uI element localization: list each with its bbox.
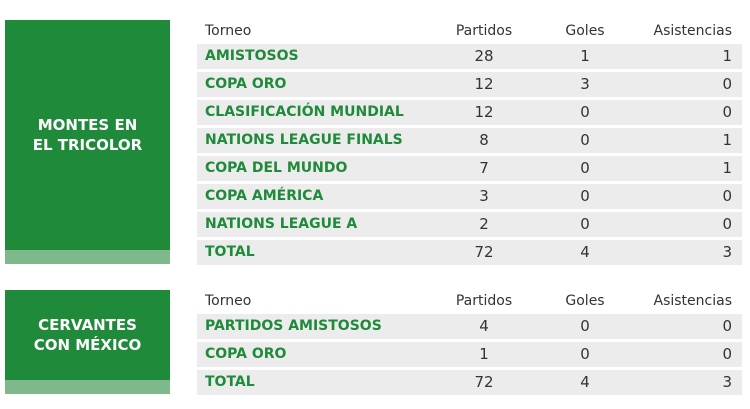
label-stripe	[5, 250, 170, 264]
stat-value: 72	[474, 373, 494, 391]
stat-value: 28	[474, 47, 494, 65]
tournament: NATIONS LEAGUE A	[205, 216, 358, 232]
column-header: Asistencias	[653, 23, 733, 39]
stat-value: 8	[479, 131, 489, 149]
table-row	[197, 44, 742, 69]
stat-value: 4	[580, 373, 590, 391]
column-header: Goles	[565, 293, 605, 309]
tournament: COPA AMÉRICA	[205, 188, 324, 204]
table-row	[197, 72, 742, 97]
tournament: COPA ORO	[205, 76, 287, 92]
stat-value: 0	[580, 215, 590, 233]
table-row	[197, 156, 742, 181]
stat-value: 1	[722, 131, 732, 149]
stat-value: 2	[479, 215, 489, 233]
stat-value: 0	[580, 103, 590, 121]
stat-value: 1	[722, 159, 732, 177]
column-header: Partidos	[455, 293, 513, 309]
stat-value: 0	[722, 103, 732, 121]
tournament: NATIONS LEAGUE FINALS	[205, 132, 403, 148]
stat-value: 0	[722, 215, 732, 233]
label-line: MONTES EN	[37, 116, 138, 134]
table-row	[197, 370, 742, 395]
stat-value: 0	[580, 131, 590, 149]
label-line: CON MÉXICO	[33, 336, 142, 354]
column-header: Asistencias	[653, 293, 733, 309]
column-header: Torneo	[205, 23, 252, 39]
table-row	[197, 100, 742, 125]
stat-value: 0	[722, 345, 732, 363]
stat-value: 0	[580, 187, 590, 205]
stat-value: 3	[479, 187, 489, 205]
label-stripe	[5, 380, 170, 394]
table-row	[197, 314, 742, 339]
section-label: MONTES EN EL TRICOLOR	[5, 20, 170, 250]
column-header: Goles	[565, 23, 605, 39]
stat-value: 3	[580, 75, 590, 93]
tournament: TOTAL	[205, 244, 255, 260]
table-row	[197, 128, 742, 153]
stat-value: 1	[479, 345, 489, 363]
stat-value: 72	[474, 243, 494, 261]
stat-value: 4	[479, 317, 489, 335]
stat-value: 7	[479, 159, 489, 177]
stat-value: 1	[722, 47, 732, 65]
tournament: COPA DEL MUNDO	[205, 160, 348, 176]
stat-value: 12	[474, 75, 494, 93]
stat-value: 0	[722, 317, 732, 335]
table-row	[197, 342, 742, 367]
column-header: Torneo	[205, 293, 252, 309]
column-header: Partidos	[455, 23, 513, 39]
label-line: CERVANTES	[38, 316, 137, 334]
tournament: CLASIFICACIÓN MUNDIAL	[205, 104, 404, 120]
label-line: EL TRICOLOR	[32, 136, 143, 154]
table-row	[197, 212, 742, 237]
tournament: TOTAL	[205, 374, 255, 390]
stat-value: 0	[580, 345, 590, 363]
stat-value: 1	[580, 47, 590, 65]
tournament: AMISTOSOS	[205, 48, 299, 64]
stat-value: 0	[580, 159, 590, 177]
section-label: CERVANTES CON MÉXICO	[5, 290, 170, 380]
stat-value: 0	[722, 187, 732, 205]
stat-value: 0	[722, 75, 732, 93]
tournament: COPA ORO	[205, 346, 287, 362]
stat-value: 12	[474, 103, 494, 121]
table-row	[197, 184, 742, 209]
tournament: PARTIDOS AMISTOSOS	[205, 318, 382, 334]
table-row	[197, 240, 742, 265]
stat-value: 3	[722, 373, 732, 391]
stat-value: 0	[580, 317, 590, 335]
stat-value: 3	[722, 243, 732, 261]
stat-value: 4	[580, 243, 590, 261]
